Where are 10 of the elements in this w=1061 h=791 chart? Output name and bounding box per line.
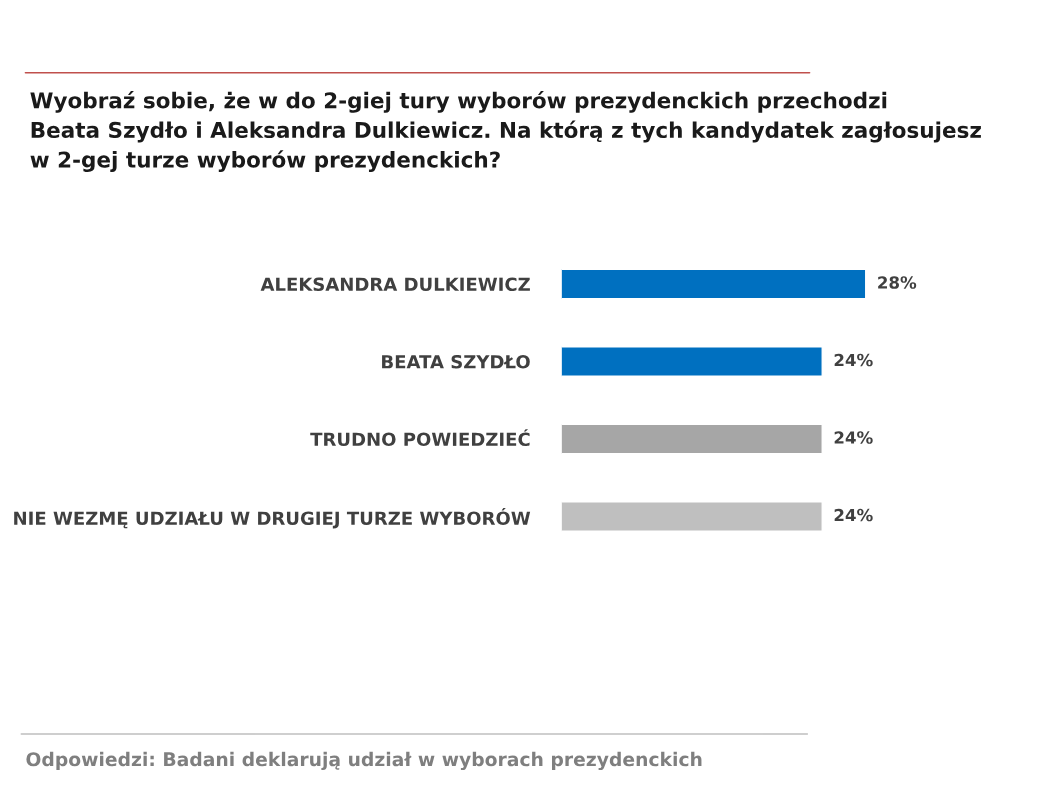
- data-label: 24%: [834, 353, 873, 367]
- data-label: 24%: [834, 431, 873, 444]
- chart-title: Wyobraź sobie, że w do 2-giej tury wyborów prezydenckich przechodzi Beata Szydło i Aleksandra Dulkiewicz. Na którą z tych kandydatek zagłosujesz w 2-gej turze wyborów prezydenckich?: [30, 90, 981, 173]
- y-tick-label: ALEKSANDRA DULKIEWICZ: [260, 277, 530, 292]
- data-label: 24%: [834, 508, 873, 522]
- text: Odpowiedzi: Badani deklarują udział w wyborach prezydenckich: [26, 751, 702, 771]
- y-tick-label: BEATA SZYDŁO: [382, 354, 530, 369]
- y-tick-label: TRUDNO POWIEDZIEĆ: [310, 429, 530, 447]
- y-tick-label: NIE WEZMĘ UDZIAŁU W DRUGIEJ TURZE WYBORÓW: [14, 508, 531, 529]
- data-label: 28%: [878, 276, 917, 289]
